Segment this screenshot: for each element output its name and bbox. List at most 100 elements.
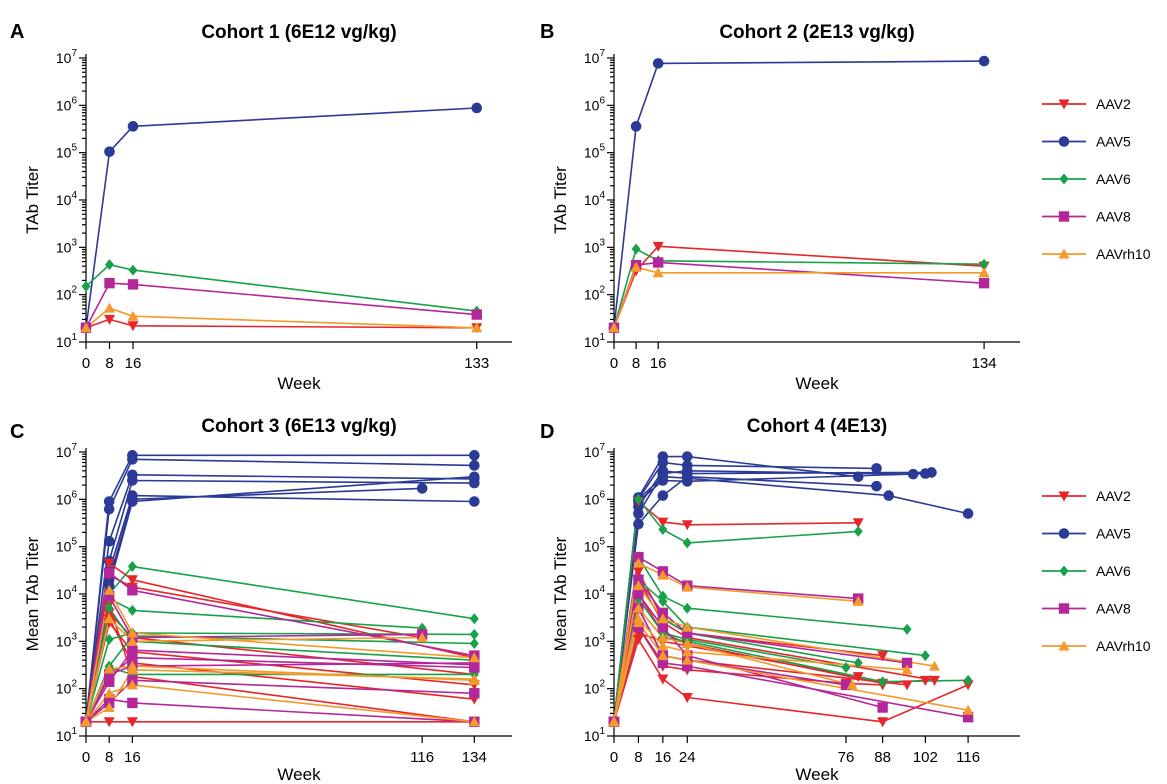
series-line-aavrh10: [85, 307, 477, 329]
data-point-aav5: [920, 468, 931, 479]
data-point-aav6: [853, 525, 863, 537]
series-line-aav8: [85, 679, 475, 723]
data-point-aavrh10: [846, 679, 858, 690]
series-line-aavrh10: [85, 684, 475, 723]
data-point-aav5: [978, 55, 990, 67]
legend-marker-aav2: [1058, 99, 1070, 110]
data-point-aav2: [632, 566, 644, 577]
data-point-aav8: [901, 657, 913, 669]
data-point-aav5: [469, 450, 480, 461]
y-tick-label: 102: [584, 285, 606, 303]
data-point-aav6: [469, 628, 479, 640]
data-point-aav6: [658, 524, 668, 536]
data-point-aavrh10: [468, 716, 480, 727]
y-tick-label: 101: [584, 726, 606, 744]
legend-label: AAV2: [1096, 96, 1131, 112]
data-point-aav8: [103, 590, 115, 602]
data-point-aav8: [978, 277, 990, 289]
y-tick-label: 107: [584, 442, 606, 460]
data-point-aavrh10: [608, 716, 620, 727]
axes: [607, 54, 1020, 349]
data-point-aavrh10: [468, 652, 480, 663]
y-tick-label: 103: [56, 631, 78, 649]
data-point-aav5: [657, 490, 669, 501]
data-point-aav2: [901, 680, 913, 691]
y-tick-label: 103: [584, 631, 606, 649]
data-point-aavrh10: [103, 613, 115, 624]
x-tick-label: 134: [972, 355, 997, 372]
y-tick-label: 104: [584, 584, 606, 602]
panel-a: A Cohort 1 (6E12 vg/kg) 101 102 103 104 105 106…: [10, 21, 512, 393]
data-point-aav5: [657, 475, 669, 486]
x-tick-label: 76: [838, 749, 855, 766]
data-point-aav6: [127, 561, 137, 573]
series-line-aav8: [85, 649, 475, 723]
y-tick-label: 107: [56, 48, 78, 66]
legend-label: AAVrh10: [1096, 246, 1151, 262]
data-point-aav2: [657, 674, 669, 685]
legend-item-aavrh10: AAVrh10: [1042, 246, 1151, 262]
data-point-aav6: [469, 637, 479, 649]
legend-label: AAV2: [1096, 488, 1131, 504]
data-point-aav5: [103, 503, 115, 515]
data-point-aav6: [853, 657, 863, 669]
series-line-aav6: [85, 607, 475, 722]
data-point-aav6: [682, 602, 692, 614]
data-point-aavrh10: [657, 650, 669, 661]
data-point-aav6: [633, 493, 643, 505]
data-point-aav8: [840, 679, 852, 691]
y-tick-label: 105: [584, 537, 606, 555]
data-point-aav2: [632, 634, 644, 645]
legend-item-aav2: AAV2: [1042, 96, 1131, 112]
data-point-aav5: [907, 468, 919, 480]
data-point-aavrh10: [103, 663, 115, 674]
series-group: [608, 55, 990, 334]
data-point-aav8: [657, 607, 669, 619]
data-point-aav5: [127, 454, 138, 465]
legend-label: AAV8: [1096, 209, 1131, 225]
data-point-aav5: [633, 508, 644, 519]
axes: [79, 54, 512, 349]
data-point-aav8: [633, 551, 644, 563]
chart-title: Cohort 1 (6E12 vg/kg): [201, 22, 396, 43]
y-tick-label: 102: [56, 679, 78, 697]
series-line-aav8: [613, 593, 883, 722]
data-point-aav5: [469, 471, 480, 483]
legend-marker-aav2: [1058, 491, 1070, 502]
series-group: [608, 451, 974, 728]
series-line-aavrh10: [85, 665, 475, 723]
legend-item-aav6: AAV6: [1042, 171, 1131, 187]
data-point-aav2: [657, 517, 669, 528]
data-point-aavrh10: [416, 632, 428, 643]
data-point-aav2: [929, 675, 941, 686]
data-point-aavrh10: [681, 646, 693, 657]
y-tick-label: 105: [56, 143, 78, 161]
data-point-aav2: [681, 693, 693, 704]
data-point-aav6: [682, 537, 692, 549]
legend: AAV2 AAV5 AAV6 AAV8 AAVrh10: [1042, 488, 1151, 654]
data-point-aav6: [104, 602, 114, 614]
data-point-aav5: [652, 58, 664, 69]
data-point-aav8: [127, 279, 139, 290]
series-group: [80, 450, 480, 728]
panel-b: B Cohort 2 (2E13 vg/kg) 101 102 103 104 105 106…: [540, 21, 1020, 393]
x-tick-label: 8: [632, 355, 640, 372]
data-point-aavrh10: [657, 640, 669, 651]
legend-item-aav2: AAV2: [1042, 488, 1131, 504]
data-point-aavrh10: [104, 302, 116, 313]
data-point-aav6: [128, 264, 138, 276]
series-line-aav6: [613, 248, 985, 329]
y-tick-label: 103: [584, 237, 606, 255]
data-point-aav5: [103, 535, 115, 547]
data-point-aav6: [841, 662, 851, 674]
data-point-aavrh10: [630, 261, 642, 272]
x-tick-label: 134: [462, 749, 487, 766]
series-line-aav6: [85, 632, 475, 723]
panel-c: C Cohort 3 (6E13 vg/kg) 101 102 103 104 105 106…: [10, 416, 512, 784]
data-point-aavrh10: [103, 702, 115, 713]
y-tick-label: 103: [56, 237, 78, 255]
data-point-aavrh10: [657, 613, 669, 624]
x-tick-label: 8: [634, 749, 642, 766]
data-point-aav6: [979, 258, 989, 270]
